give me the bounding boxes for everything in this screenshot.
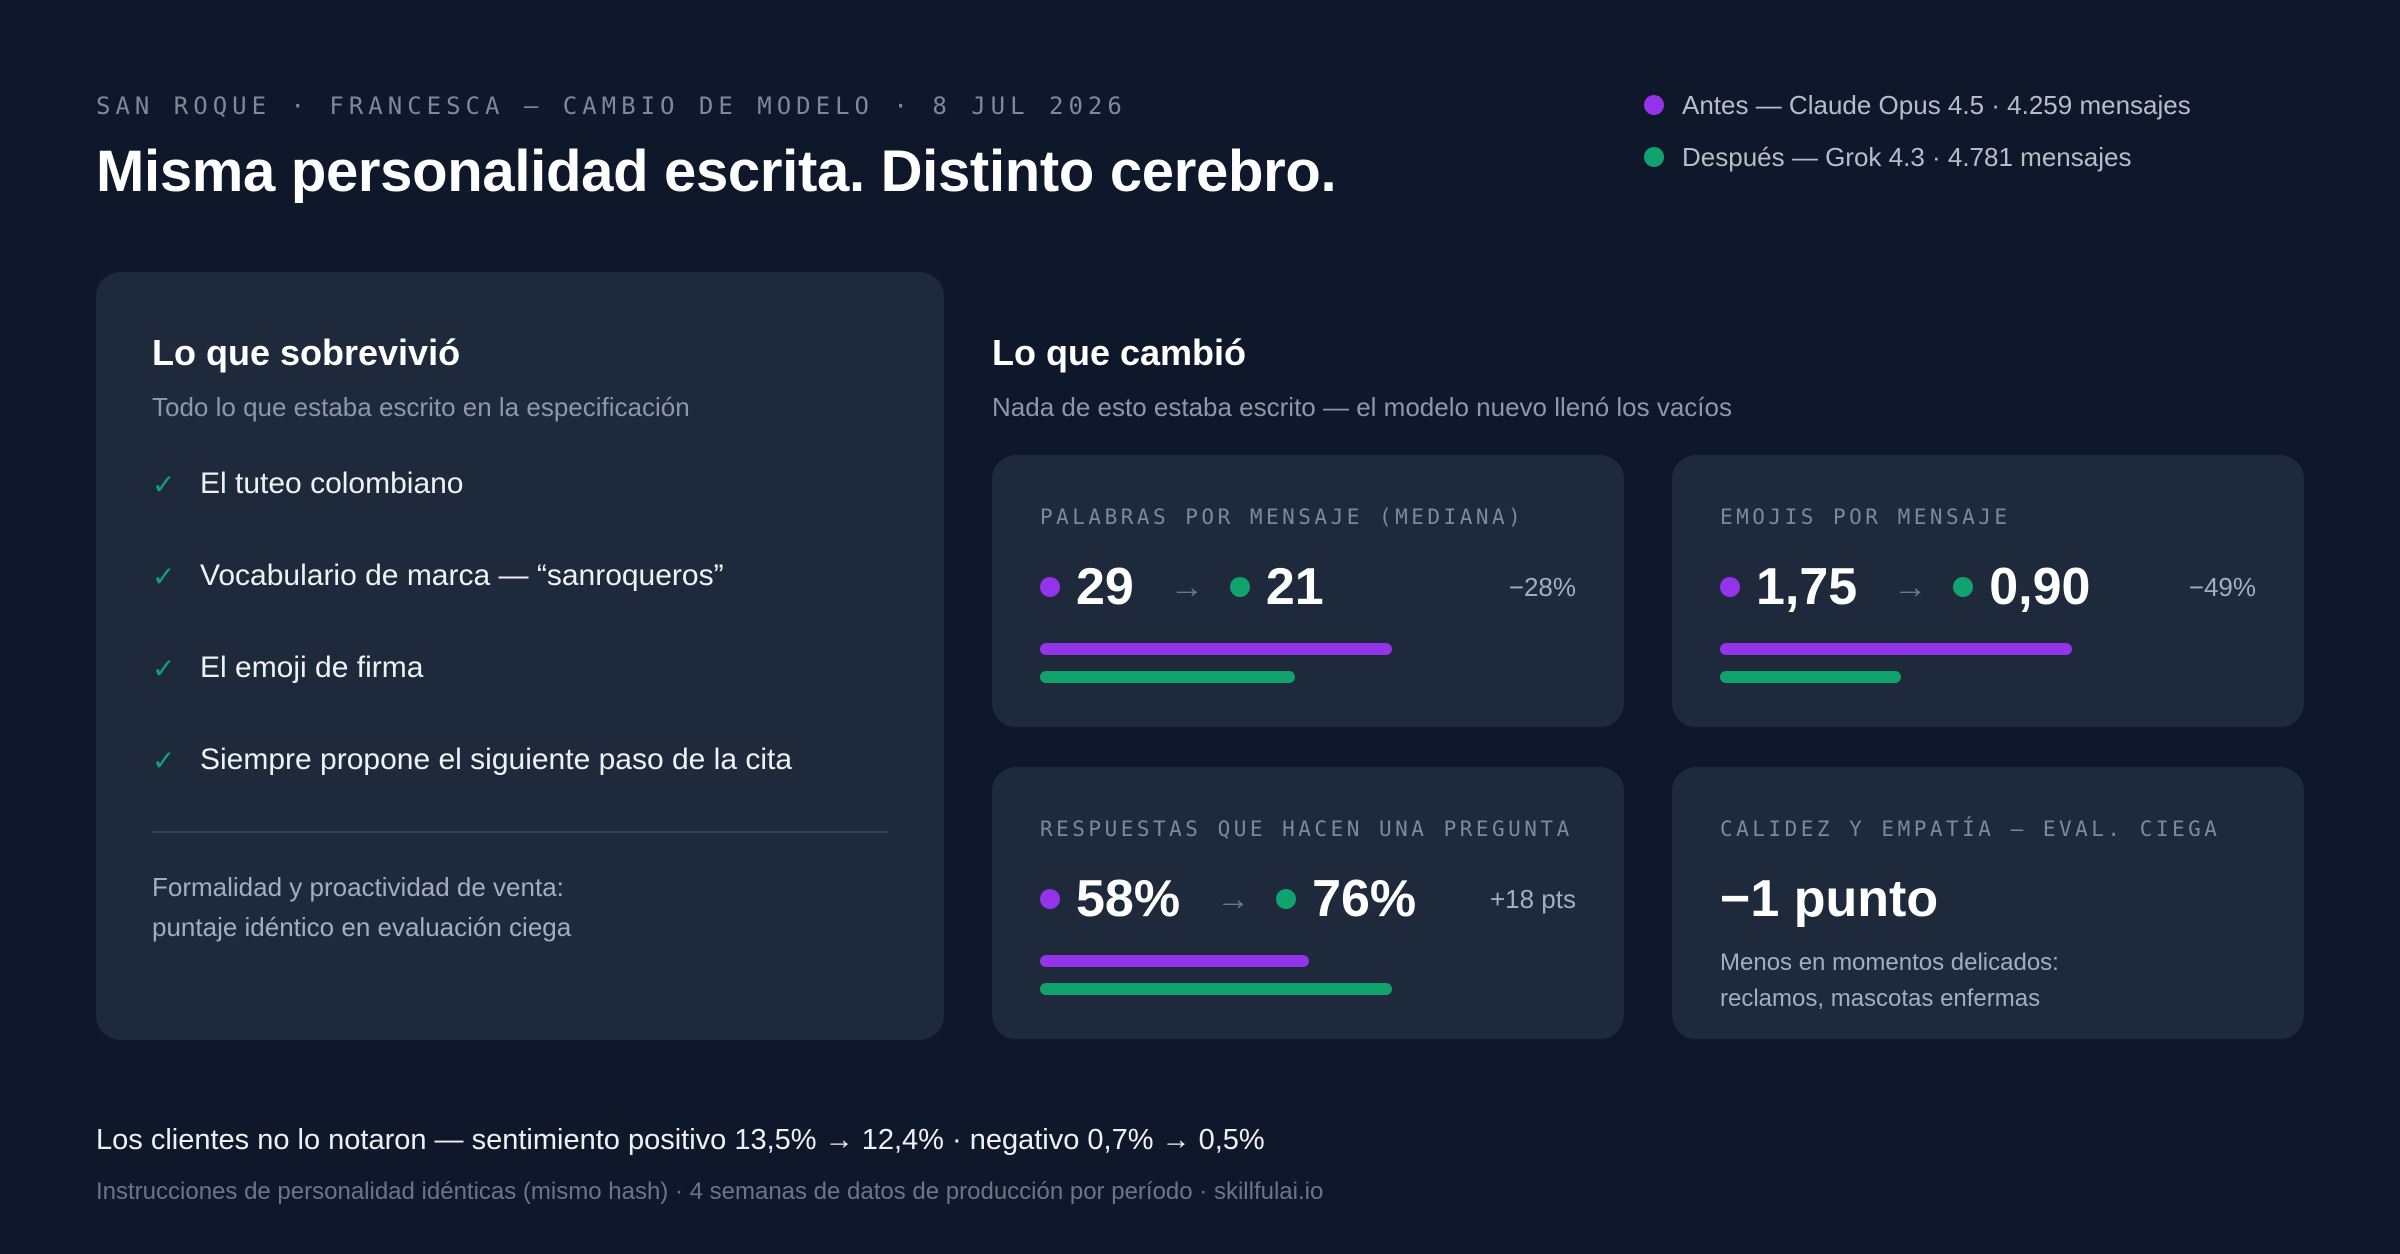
arrow-right-icon: → <box>1169 567 1204 606</box>
legend-item-before: Antes — Claude Opus 4.5 · 4.259 mensajes <box>1644 88 2191 122</box>
metric-delta: +18 pts <box>1489 883 1576 914</box>
warmth-value: −1 punto <box>1720 870 1939 928</box>
list-item-label: El tuteo colombiano <box>200 467 464 500</box>
arrow-right-icon: → <box>1216 879 1251 918</box>
metric-label: CALIDEZ Y EMPATÍA — EVAL. CIEGA <box>1720 817 2221 841</box>
metric-card-words: PALABRAS POR MENSAJE (MEDIANA) 29 → 21 −… <box>992 455 1624 727</box>
survived-note: Formalidad y proactividad de venta: punt… <box>152 867 888 947</box>
after-dot-icon <box>1953 577 1974 597</box>
list-item: ✓ El emoji de firma <box>152 647 888 689</box>
bar-after <box>1040 671 1295 683</box>
arrow-right-icon: → <box>1893 567 1928 606</box>
changed-title: Lo que cambió <box>992 332 1247 373</box>
changed-subtitle: Nada de esto estaba escrito — el modelo … <box>992 392 1732 422</box>
after-dot-icon <box>1229 577 1250 597</box>
metric-before-value: 29 <box>1076 558 1134 616</box>
metric-before-value: 58% <box>1076 870 1181 928</box>
metric-after-value: 76% <box>1312 870 1417 928</box>
before-dot-icon <box>1040 577 1060 597</box>
warmth-description: Menos en momentos delicados: reclamos, m… <box>1720 945 2256 1017</box>
metric-after-value: 0,90 <box>1989 558 2091 616</box>
bar-after <box>1720 671 1901 683</box>
list-item-label: Vocabulario de marca — “sanroqueros” <box>200 559 724 592</box>
metric-row: 58% → 76% +18 pts <box>1040 867 1576 931</box>
survived-list: ✓ El tuteo colombiano ✓ Vocabulario de m… <box>152 463 888 781</box>
survived-subtitle: Todo lo que estaba escrito en la especif… <box>152 392 690 422</box>
survived-note-line2: puntaje idéntico en evaluación ciega <box>152 912 572 942</box>
metric-row: 29 → 21 −28% <box>1040 555 1576 619</box>
bar-before <box>1720 643 2072 655</box>
list-item-label: Siempre propone el siguiente paso de la … <box>200 743 793 776</box>
legend-after-label: Después — Grok 4.3 · 4.781 mensajes <box>1682 141 2132 172</box>
header-kicker: SAN ROQUE · FRANCESCA — CAMBIO DE MODELO… <box>96 92 1127 120</box>
check-icon: ✓ <box>152 560 176 592</box>
legend-item-after: Después — Grok 4.3 · 4.781 mensajes <box>1644 140 2191 174</box>
check-icon: ✓ <box>152 468 176 500</box>
before-dot-icon <box>1720 577 1740 597</box>
metric-before-value: 1,75 <box>1756 558 1858 616</box>
before-dot-icon <box>1040 889 1060 909</box>
bar-after <box>1040 983 1392 995</box>
metric-delta: −49% <box>2188 571 2256 602</box>
list-item: ✓ El tuteo colombiano <box>152 463 888 505</box>
after-dot-icon <box>1644 147 1664 167</box>
survived-title: Lo que sobrevivió <box>152 332 461 373</box>
metric-card-warmth: CALIDEZ Y EMPATÍA — EVAL. CIEGA −1 punto… <box>1672 767 2304 1039</box>
legend-before-label: Antes — Claude Opus 4.5 · 4.259 mensajes <box>1682 89 2191 120</box>
metric-row: 1,75 → 0,90 −49% <box>1720 555 2256 619</box>
footer-source: Instrucciones de personalidad idénticas … <box>96 1178 1324 1205</box>
check-icon: ✓ <box>152 652 176 684</box>
metric-card-emojis: EMOJIS POR MENSAJE 1,75 → 0,90 −49% <box>1672 455 2304 727</box>
divider <box>152 831 888 833</box>
after-dot-icon <box>1276 889 1297 909</box>
metric-delta: −28% <box>1508 571 1576 602</box>
metric-card-questions: RESPUESTAS QUE HACEN UNA PREGUNTA 58% → … <box>992 767 1624 1039</box>
survived-panel: Lo que sobrevivió Todo lo que estaba esc… <box>96 272 944 1040</box>
changed-header: Lo que cambió Nada de esto estaba escrit… <box>992 332 1732 423</box>
survived-note-line1: Formalidad y proactividad de venta: <box>152 872 564 902</box>
list-item: ✓ Vocabulario de marca — “sanroqueros” <box>152 555 888 597</box>
warmth-desc-line2: reclamos, mascotas enfermas <box>1720 985 2041 1012</box>
legend: Antes — Claude Opus 4.5 · 4.259 mensajes… <box>1644 88 2191 192</box>
metric-after-value: 21 <box>1265 558 1324 616</box>
bar-before <box>1040 643 1392 655</box>
list-item: ✓ Siempre propone el siguiente paso de l… <box>152 739 888 781</box>
list-item-label: El emoji de firma <box>200 651 424 684</box>
before-dot-icon <box>1644 95 1664 115</box>
metric-label: RESPUESTAS QUE HACEN UNA PREGUNTA <box>1040 817 1573 841</box>
metric-label: EMOJIS POR MENSAJE <box>1720 505 2011 529</box>
bar-before <box>1040 955 1309 967</box>
check-icon: ✓ <box>152 744 176 776</box>
footer-summary: Los clientes no lo notaron — sentimiento… <box>96 1124 1265 1156</box>
metric-label: PALABRAS POR MENSAJE (MEDIANA) <box>1040 505 1525 529</box>
page-title: Misma personalidad escrita. Distinto cer… <box>96 139 1337 204</box>
warmth-desc-line1: Menos en momentos delicados: <box>1720 949 2059 976</box>
